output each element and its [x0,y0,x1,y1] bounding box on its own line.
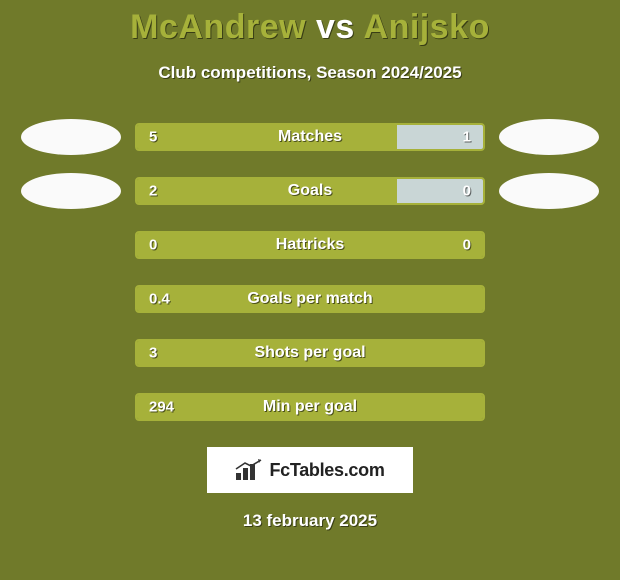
player2-avatar [499,173,599,209]
stat-label: Goals [288,182,332,200]
stat-row: 5 1 Matches [0,119,620,155]
brand-text: FcTables.com [269,460,384,481]
player1-name: McAndrew [130,8,306,46]
stat-value-left: 3 [149,345,157,362]
stat-label: Goals per match [247,290,372,308]
stat-fill-left [137,125,397,149]
stat-value-right: 1 [463,129,471,146]
player1-avatar [21,119,121,155]
stat-label: Min per goal [263,398,357,416]
player2-avatar [499,119,599,155]
stat-row: 2 0 Goals [0,173,620,209]
brand-badge: FcTables.com [207,447,413,493]
subtitle: Club competitions, Season 2024/2025 [0,63,620,83]
comparison-card: McAndrew vs Anijsko Club competitions, S… [0,0,620,580]
stat-bar: 5 1 Matches [135,123,485,151]
stats-list: 5 1 Matches 2 0 Goals 0 0 Hattricks 0.4 Goals per … [0,119,620,425]
stat-bar: 2 0 Goals [135,177,485,205]
stat-value-left: 2 [149,183,157,200]
stat-label: Matches [278,128,342,146]
stat-bar: 0 0 Hattricks [135,231,485,259]
brand-chart-icon [235,459,263,481]
vs-label: vs [316,8,355,46]
page-title: McAndrew vs Anijsko [0,0,620,47]
stat-row: 0.4 Goals per match [0,281,620,317]
stat-value-left: 0 [149,237,157,254]
stat-bar: 294 Min per goal [135,393,485,421]
stat-value-right: 0 [463,183,471,200]
stat-value-left: 294 [149,399,174,416]
stat-row: 294 Min per goal [0,389,620,425]
stat-value-right: 0 [463,237,471,254]
stat-row: 3 Shots per goal [0,335,620,371]
stat-row: 0 0 Hattricks [0,227,620,263]
stat-value-left: 0.4 [149,291,170,308]
stat-bar: 3 Shots per goal [135,339,485,367]
player1-avatar [21,173,121,209]
stat-label: Hattricks [276,236,344,254]
stat-label: Shots per goal [254,344,365,362]
stat-bar: 0.4 Goals per match [135,285,485,313]
date-label: 13 february 2025 [0,511,620,531]
stat-fill-left [137,179,397,203]
player2-name: Anijsko [364,8,490,46]
stat-value-left: 5 [149,129,157,146]
